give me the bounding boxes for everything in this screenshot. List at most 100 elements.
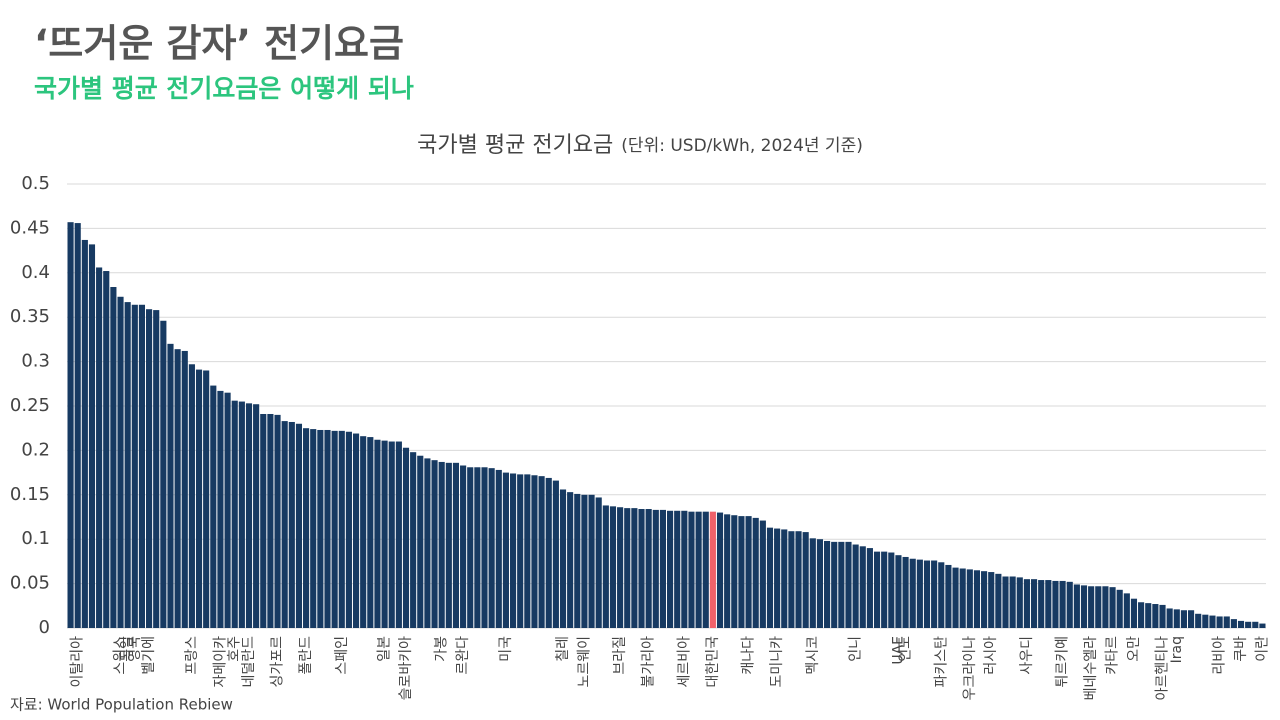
bar [460, 465, 467, 628]
page-title: ‘뜨거운 감자’ 전기요금 [34, 22, 404, 66]
bar [859, 546, 866, 628]
bar [866, 548, 873, 628]
bar [96, 267, 103, 628]
bar [402, 447, 410, 628]
bar [966, 569, 973, 628]
x-tick-label: 자메이카 [212, 636, 228, 688]
y-tick-label: 0.35 [10, 306, 50, 327]
bar [724, 514, 731, 628]
bar [702, 511, 709, 628]
x-tick-label: 이탈리아 [70, 636, 86, 688]
bar [124, 302, 131, 628]
x-tick-label: 이란 [1254, 636, 1270, 662]
bar [224, 392, 231, 628]
x-tick-label: 독일 [120, 636, 136, 662]
bar [938, 562, 945, 628]
y-tick-label: 0.15 [10, 484, 50, 505]
bar [567, 492, 574, 628]
bar [345, 431, 352, 628]
bar [988, 572, 995, 628]
bar [595, 497, 602, 628]
x-tick-label: UAE [890, 636, 906, 665]
bar [495, 469, 502, 628]
bar [1059, 580, 1066, 628]
x-tick-label: 싱가포르 [270, 636, 286, 688]
bar [981, 571, 988, 628]
x-tick-label: 인니 [848, 636, 864, 662]
bar [916, 559, 923, 628]
bar [502, 472, 509, 628]
bar [524, 474, 531, 628]
x-tick-label: 미국 [498, 636, 514, 662]
bar [1152, 604, 1159, 628]
bar [445, 462, 452, 628]
bar [1130, 598, 1138, 628]
x-tick-label: 쿠바 [1233, 636, 1249, 662]
bar [1002, 576, 1009, 628]
x-tick-label: 르완다 [455, 636, 471, 675]
bar [638, 509, 645, 628]
bar [438, 461, 445, 628]
bar [545, 477, 552, 628]
x-tick-label: 영국 [127, 636, 143, 662]
y-tick-label: 0.2 [21, 439, 50, 460]
bar [210, 385, 217, 628]
bar [217, 390, 224, 628]
x-tick-label: 벨기에 [141, 636, 157, 675]
bar [452, 462, 460, 628]
bar [88, 244, 96, 628]
y-tick-label: 0.25 [10, 395, 50, 416]
bar [1173, 609, 1180, 628]
x-tick-label: 슬로바키아 [398, 636, 414, 701]
bar [281, 421, 288, 628]
bar [552, 480, 559, 628]
bar [1123, 593, 1130, 628]
bar [831, 541, 838, 628]
x-tick-label: 파키스탄 [933, 636, 949, 688]
bar [602, 505, 609, 628]
bar [474, 467, 481, 628]
chart-title-main: 국가별 평균 전기요금 [417, 133, 613, 158]
x-tick-label: 튀르키예 [1055, 636, 1071, 688]
bar [588, 494, 595, 628]
bar [195, 369, 203, 628]
bar [1030, 579, 1038, 628]
bar [888, 552, 895, 628]
bar [181, 350, 188, 628]
bar [131, 304, 138, 628]
bar [1145, 603, 1152, 628]
bar [374, 439, 381, 628]
bar [531, 475, 538, 628]
bar [260, 413, 267, 628]
bar [802, 532, 809, 628]
bar [902, 556, 909, 628]
y-tick-label: 0.3 [21, 351, 50, 372]
x-tick-label: 스페인 [334, 636, 350, 675]
bar [410, 452, 417, 628]
bar [1245, 621, 1252, 628]
page-subtitle: 국가별 평균 전기요금은 어떻게 되나 [34, 74, 414, 103]
x-tick-label: 브라질 [612, 636, 628, 675]
bar [517, 474, 524, 628]
bar [909, 558, 916, 628]
bar [1038, 580, 1045, 628]
bar [303, 428, 310, 628]
x-tick-label: Iraq [1169, 636, 1185, 663]
bar [153, 310, 160, 628]
x-tick-label: 노르웨이 [576, 636, 592, 688]
bar [738, 516, 745, 628]
bar [395, 441, 402, 628]
bar [324, 429, 331, 628]
bar [117, 296, 124, 628]
x-tick-label: 오만 [1126, 636, 1142, 662]
bar [609, 506, 617, 628]
x-tick-label: 네덜란드 [241, 636, 257, 688]
bar [1080, 585, 1088, 628]
bar [352, 433, 360, 628]
bar [1073, 584, 1080, 628]
bar [559, 489, 567, 628]
x-tick-label: 카타르 [1105, 636, 1121, 675]
bar [809, 538, 816, 628]
bar [745, 516, 752, 628]
bar [674, 510, 681, 628]
